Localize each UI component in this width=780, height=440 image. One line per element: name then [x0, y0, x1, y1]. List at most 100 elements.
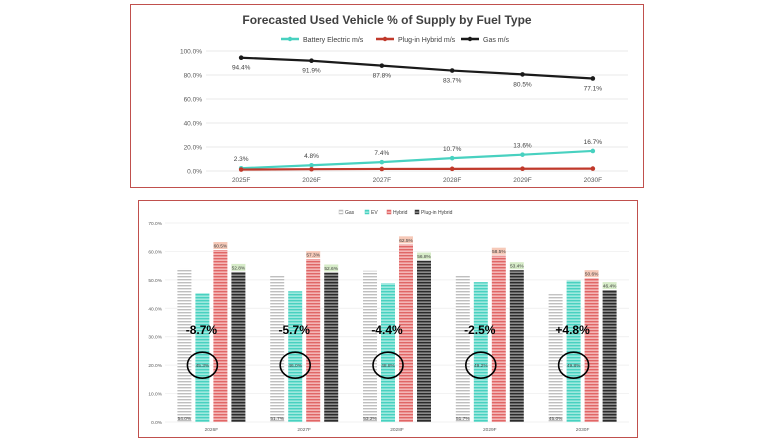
data-point: [379, 63, 385, 68]
bar-group: 51.7% 58.5% 53.4% 49.2% -2.5% 2029F: [455, 247, 524, 433]
data-label: 10.7%: [443, 146, 462, 153]
legend-item: Plug-in Hybrid m/s: [376, 36, 456, 44]
x-tick-label: 2028F: [443, 177, 461, 184]
data-label: 50.6%: [585, 272, 599, 278]
bar-chart-panel: Gas EV Hybrid Plug-in Hybrid 0.0% 10.0% 20.0% 3…: [138, 200, 638, 438]
x-tick-label: 2028F: [390, 427, 404, 433]
data-label-bg: [231, 263, 246, 271]
change-annotation: -2.5%: [464, 323, 496, 337]
line-chart: Battery Electric m/s Plug-in Hybrid m/s Ga…: [180, 36, 628, 184]
data-label: 2.3%: [234, 156, 249, 163]
data-point: [309, 58, 314, 64]
series-line: [241, 167, 593, 171]
x-tick-label: 2030F: [584, 177, 602, 184]
highlight-circle: [372, 351, 404, 379]
legend-label: Plug-in Hybrid m/s: [398, 37, 456, 44]
bar: [324, 272, 339, 422]
bar: [417, 260, 431, 422]
legend-label: EV: [371, 210, 378, 216]
y-tick-label: 50.0%: [148, 278, 162, 284]
legend-item: Plug-in Hybrid: [414, 209, 453, 216]
data-label: 51.7%: [456, 416, 470, 422]
bar-group: 53.2% 62.5% 56.8% 48.8% -4.4% 2028F: [363, 236, 432, 433]
y-tick-label: 0.0%: [151, 420, 163, 426]
data-label: 53.4%: [510, 264, 524, 270]
data-label: 56.8%: [417, 254, 431, 260]
y-tick-label: 80.0%: [184, 73, 203, 80]
x-tick-label: 2029F: [483, 427, 497, 433]
data-label: 52.6%: [324, 266, 338, 272]
legend-swatch: [338, 209, 344, 215]
data-label-bg: [399, 236, 413, 244]
legend-label: Gas m/s: [483, 37, 510, 44]
y-tick-label: 30.0%: [148, 335, 162, 341]
data-label-bg: [602, 282, 617, 290]
bar: [491, 255, 506, 422]
data-point: [590, 148, 596, 154]
legend-label: Hybrid: [393, 210, 408, 216]
change-annotation: -8.7%: [186, 323, 218, 337]
highlight-circle: [464, 351, 497, 379]
bar: [213, 250, 228, 422]
data-label: 49.2%: [474, 363, 488, 369]
x-tick-label: 2026F: [302, 177, 320, 184]
y-tick-label: 0.0%: [187, 169, 202, 176]
bar: [548, 294, 563, 422]
data-label: 77.1%: [584, 85, 603, 92]
data-label-bg: [584, 270, 599, 278]
bar: [602, 290, 617, 422]
legend-item: EV: [364, 209, 378, 216]
data-label: 49.8%: [567, 363, 581, 369]
data-label: 53.2%: [363, 416, 377, 422]
data-point: [309, 162, 314, 168]
legend-marker: [287, 36, 293, 42]
x-tick-label: 2026F: [205, 427, 219, 433]
x-tick-label: 2027F: [373, 177, 391, 184]
data-label: 83.7%: [443, 78, 462, 85]
data-point: [238, 55, 244, 61]
bar: [584, 278, 599, 422]
bar: [288, 291, 303, 422]
data-label: 54.0%: [178, 416, 192, 422]
legend-swatch: [414, 209, 420, 215]
bar: [231, 271, 246, 422]
legend-item: Gas: [338, 209, 355, 216]
data-point: [520, 72, 525, 77]
series-line: [241, 149, 593, 170]
data-label-bg: [324, 264, 339, 272]
data-point: [590, 166, 596, 171]
data-label-bg: [491, 247, 506, 255]
bar: [455, 275, 470, 422]
y-tick-label: 20.0%: [184, 145, 203, 152]
data-point: [379, 166, 385, 172]
change-annotation: -4.4%: [371, 323, 403, 337]
bar: [306, 259, 321, 422]
data-point: [238, 167, 244, 172]
highlight-circle: [557, 351, 590, 379]
legend-swatch: [386, 209, 392, 215]
highlight-circle: [186, 351, 219, 379]
legend-swatch: [364, 209, 370, 215]
data-label: 45.3%: [196, 363, 210, 369]
line-chart-panel: Forecasted Used Vehicle % of Supply by F…: [130, 4, 644, 188]
data-point: [449, 155, 455, 161]
data-label: 60.5%: [214, 244, 228, 250]
y-tick-label: 20.0%: [148, 363, 162, 369]
data-point: [590, 76, 596, 81]
y-tick-label: 70.0%: [148, 221, 162, 227]
legend-item: Gas m/s: [461, 36, 510, 44]
data-label: 46.0%: [288, 363, 302, 369]
x-tick-label: 2027F: [297, 427, 311, 433]
data-label: 48.8%: [381, 363, 395, 369]
bar-group: 54.0% 60.5% 52.8% 45.3% -8.7% 2026F: [177, 242, 246, 433]
x-tick-label: 2025F: [232, 177, 250, 184]
data-point: [520, 166, 525, 172]
y-tick-label: 40.0%: [184, 121, 203, 128]
data-label-bg: [213, 242, 228, 250]
y-tick-label: 40.0%: [148, 306, 162, 312]
data-point: [449, 166, 455, 172]
data-label: 52.8%: [232, 265, 246, 271]
data-label: 46.4%: [603, 284, 617, 290]
legend-label: Battery Electric m/s: [303, 37, 364, 44]
chart-title: Forecasted Used Vehicle % of Supply by F…: [242, 13, 532, 27]
